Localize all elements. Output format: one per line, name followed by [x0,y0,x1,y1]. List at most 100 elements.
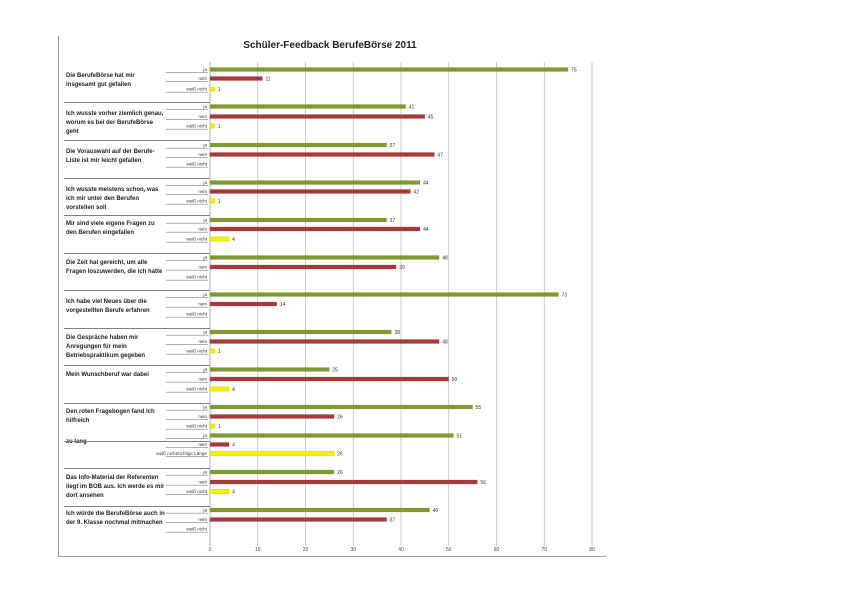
x-tick-label: 30 [350,547,356,553]
data-label: 26 [337,470,343,476]
category-label: ja [202,405,207,410]
bar-weiss_nicht [209,86,215,92]
x-tick-label: 70 [541,547,547,553]
category-label: ja [202,180,207,185]
category-label: ja [202,67,207,72]
question-label: Den roten Fragebogen fand ich hilfreich [66,409,155,424]
data-label: 50 [452,377,458,383]
bar-nein [210,189,411,194]
question-separator [64,403,210,404]
category-label: weiß nicht [186,527,207,532]
data-label: 4 [232,387,235,393]
category-label: weiß nicht [186,237,207,242]
question-separator [64,468,210,469]
bar-weiss_nicht [209,386,230,392]
data-label: 44 [423,227,429,233]
question-label: Ich wusste vorher ziemlich genau, worum … [66,111,164,135]
data-label: 37 [390,218,396,224]
category-label: weiß nicht/richtige Länge [156,451,207,456]
bar-nein [210,301,277,307]
bar-ja [210,469,335,475]
category-label: nein [198,152,207,157]
category-label: ja [202,433,207,438]
data-label: 1 [218,424,221,430]
category-label: ja [202,470,207,475]
data-label: 1 [218,199,221,205]
x-tick-label: 20 [303,547,309,553]
category-label: nein [198,227,207,232]
category-label: weiß nicht [186,387,207,392]
question-label: Die BerufeBörse hat mir insgesamt gut ge… [66,73,135,88]
question-separator [64,178,210,179]
data-label: 39 [399,265,405,271]
question-label: Mein Wunschberuf war dabei [66,372,149,378]
data-label: 48 [442,255,448,261]
bar-ja [210,142,387,148]
bar-nein [210,76,263,81]
category-label: nein [198,377,207,382]
data-label: 47 [437,152,443,158]
bar-nein [210,114,425,119]
data-label: 56 [480,480,486,486]
category-label: ja [202,218,207,223]
data-label: 55 [476,405,482,411]
data-label: 4 [232,489,235,495]
category-label: ja [202,292,207,297]
bar-nein [210,517,387,522]
question-label: Ich habe viel Neues über die vorgestellt… [66,299,150,314]
bar-ja [210,104,406,109]
question-separator [64,506,210,507]
x-tick-label: 60 [494,547,500,553]
data-label: 45 [428,114,434,120]
category-label: weiß nicht [186,275,207,280]
bar-ja [210,180,421,185]
bar-nein [210,479,478,485]
bar-ja [210,507,430,513]
data-label: 48 [442,339,448,345]
data-label: 1 [218,349,221,355]
data-label: 75 [571,67,577,73]
question-separator [64,328,210,329]
question-separator [64,253,210,254]
data-label: 1 [218,87,221,93]
bar-weiss_nicht [209,348,215,354]
frame-bottom-border [58,556,606,557]
category-label: weiß nicht [186,424,207,429]
data-label: 73 [562,292,568,298]
data-label: 41 [409,104,415,110]
data-label: 11 [266,76,271,82]
data-label: 14 [280,302,286,308]
data-label: 4 [232,442,235,448]
category-label: ja [202,330,207,335]
bar-weiss_nicht [209,123,215,129]
data-label: 44 [423,180,429,186]
bar-ja [210,404,473,410]
data-label: 1 [218,124,221,130]
category-label: nein [198,302,207,307]
data-label: 37 [390,143,396,149]
bar-ja [210,67,569,72]
category-label: weiß nicht [186,162,207,167]
bar-ja [210,329,392,335]
bar-nein [210,226,421,232]
question-separator [64,140,210,141]
question-label: Ich würde die BerufeBörse auch in der 9.… [66,511,165,526]
bar-ja [210,292,559,297]
data-label: 25 [332,367,338,373]
data-label: 38 [394,330,400,336]
category-label: ja [202,143,207,148]
bar-nein [210,442,230,447]
bar-ja [210,433,454,438]
category-label: ja [202,255,207,260]
x-tick-label: 0 [209,547,212,553]
question-separator [64,441,210,442]
x-tick-label: 40 [398,547,404,553]
bar-weiss_nicht [209,423,215,429]
question-label: Mir sind viele eigene Fragen zu den Beru… [66,221,155,236]
category-label: nein [198,480,207,485]
category-label: ja [202,508,207,513]
question-separator [64,215,210,216]
category-label: nein [198,189,207,194]
category-label: weiß nicht [186,124,207,129]
